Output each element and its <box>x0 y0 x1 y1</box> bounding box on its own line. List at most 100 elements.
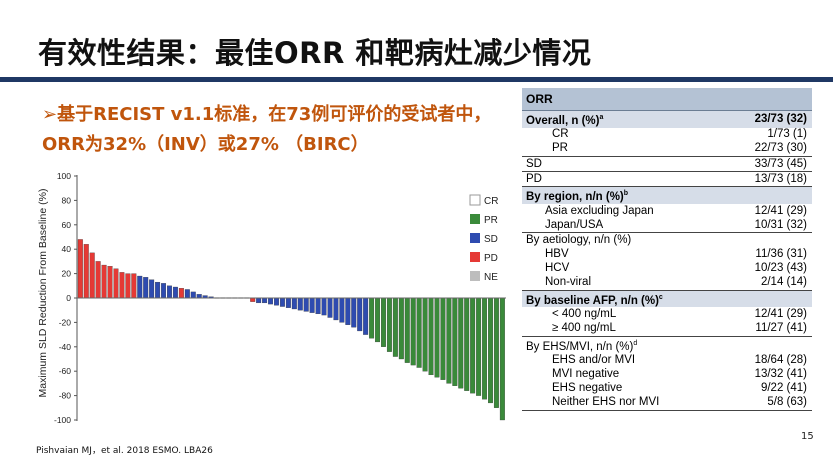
orr-table-row: ≥ 400 ng/mL 11/27 (41) <box>522 322 812 337</box>
y-tick-label: 40 <box>62 244 72 254</box>
orr-row-value: 2/14 (14) <box>760 276 807 289</box>
y-tick-label: -60 <box>59 366 72 376</box>
orr-row-value: 5/8 (63) <box>725 395 812 411</box>
legend-label: PD <box>484 253 498 264</box>
orr-table-row: Asia excluding Japan 12/41 (29) <box>522 204 812 218</box>
bar <box>149 279 155 299</box>
y-tick-label: -20 <box>59 317 72 327</box>
orr-row-label: HBV <box>545 247 569 260</box>
y-tick-label: -80 <box>59 391 72 401</box>
bar <box>172 286 178 299</box>
bar <box>351 297 357 328</box>
bar <box>446 297 452 384</box>
slide-title: 有效性结果：最佳ORR 和靶病灶减少情况 <box>38 36 592 70</box>
orr-row-label: PR <box>552 142 568 155</box>
orr-row-value: 11/36 (31) <box>755 247 807 260</box>
orr-row-label: CR <box>552 128 569 141</box>
orr-row-value <box>725 335 812 354</box>
orr-row-label: Asia excluding Japan <box>545 204 654 217</box>
bar <box>113 268 119 299</box>
orr-table-row: EHS negative 9/22 (41) <box>522 382 812 396</box>
chart-legend: CR PR SD PD NE <box>469 194 498 283</box>
orr-table-row: Non-viral 2/14 (14) <box>522 276 812 291</box>
orr-table-row: PR 22/73 (30) <box>522 142 812 157</box>
orr-row-value: 12/41 (29) <box>754 204 807 217</box>
orr-table-row: HCV 10/23 (43) <box>522 261 812 275</box>
orr-row-label: Neither EHS nor MVI <box>522 395 726 411</box>
orr-row-value: 33/73 (45) <box>725 156 812 172</box>
y-axis-ticks: 100 80 60 40 20 0 -20 -40 -60 -80 -100 <box>54 171 77 425</box>
bar <box>375 297 381 343</box>
bar <box>321 297 327 316</box>
legend-label: NE <box>484 272 498 283</box>
bar <box>125 273 131 299</box>
bar <box>333 297 339 321</box>
footnote-marker: d <box>633 339 638 347</box>
footnote-marker: a <box>599 114 604 121</box>
bar <box>77 239 83 299</box>
bar <box>493 297 499 408</box>
orr-row-label: PD <box>522 171 726 187</box>
legend-swatch <box>470 252 480 262</box>
bar <box>404 297 410 363</box>
bar <box>178 288 184 299</box>
orr-row-label: Overall, n (%)a <box>522 110 726 128</box>
bar <box>381 297 386 347</box>
orr-row-label: By aetiology, n/n (%) <box>522 232 726 248</box>
bullet-point: ➢基于RECIST v1.1标准，在73例可评价的受试者中，ORR为32%（IN… <box>42 100 512 160</box>
bar <box>476 297 482 396</box>
orr-table-row: CR 1/73 (1) <box>522 128 812 142</box>
page-number: 15 <box>801 431 814 442</box>
orr-row-label: EHS and/or MVI <box>552 353 636 366</box>
legend-swatch <box>469 194 481 206</box>
orr-row-value: 13/73 (18) <box>725 171 812 187</box>
orr-table-row: PD 13/73 (18) <box>522 171 812 187</box>
orr-row-value <box>725 232 812 248</box>
bar <box>339 297 345 323</box>
orr-row-label: EHS negative <box>552 382 623 395</box>
bar <box>143 277 149 299</box>
legend-label: PR <box>484 215 498 226</box>
bar <box>107 266 113 299</box>
orr-header-label: ORR <box>522 88 726 111</box>
bar <box>410 297 416 366</box>
bar <box>101 264 107 299</box>
orr-row-label: By region, n/n (%)b <box>522 186 726 205</box>
legend-swatch <box>470 214 480 224</box>
bar <box>458 297 464 389</box>
legend-label: SD <box>484 234 498 245</box>
legend-label: CR <box>484 196 498 207</box>
orr-table-row: Japan/USA 10/31 (32) <box>522 218 812 233</box>
y-tick-label: 20 <box>62 269 72 279</box>
bar <box>83 244 89 299</box>
bar <box>434 297 440 378</box>
bar <box>327 297 333 318</box>
y-tick-label: 100 <box>57 171 71 181</box>
orr-row-value: 10/23 (43) <box>754 261 807 274</box>
orr-row-label: Japan/USA <box>545 218 604 231</box>
orr-row-label: Non-viral <box>545 276 592 289</box>
bar <box>279 297 285 307</box>
citation: Pishvaian MJ，et al. 2018 ESMO. LBA26 <box>36 446 213 456</box>
orr-row-value: 23/73 (32) <box>725 110 812 128</box>
orr-row-value: 12/41 (29) <box>754 307 807 320</box>
orr-table-row: Overall, n (%)a 23/73 (32) <box>522 110 812 128</box>
bar <box>291 297 297 310</box>
legend-swatch <box>470 271 480 281</box>
orr-table-row: Neither EHS nor MVI 5/8 (63) <box>522 395 812 411</box>
waterfall-chart: Maximum SLD Reduction From Baseline (%) … <box>37 171 506 425</box>
y-tick-label: -40 <box>59 342 72 352</box>
orr-row-label: ≥ 400 ng/mL <box>552 322 616 335</box>
bar <box>184 289 190 299</box>
orr-table-row: HBV 11/36 (31) <box>522 247 812 261</box>
bar <box>137 275 143 299</box>
bar <box>196 294 202 299</box>
orr-row-value: 10/31 (32) <box>754 218 807 231</box>
orr-table-row: SD 33/73 (45) <box>522 156 812 172</box>
bullet-arrow-icon: ➢ <box>42 104 58 125</box>
orr-table-header: ORR <box>522 88 812 111</box>
orr-row-label: SD <box>522 156 726 172</box>
bar <box>416 297 422 368</box>
orr-row-value <box>725 186 812 205</box>
orr-table-row: By EHS/MVI, n/n (%)d <box>522 335 812 354</box>
